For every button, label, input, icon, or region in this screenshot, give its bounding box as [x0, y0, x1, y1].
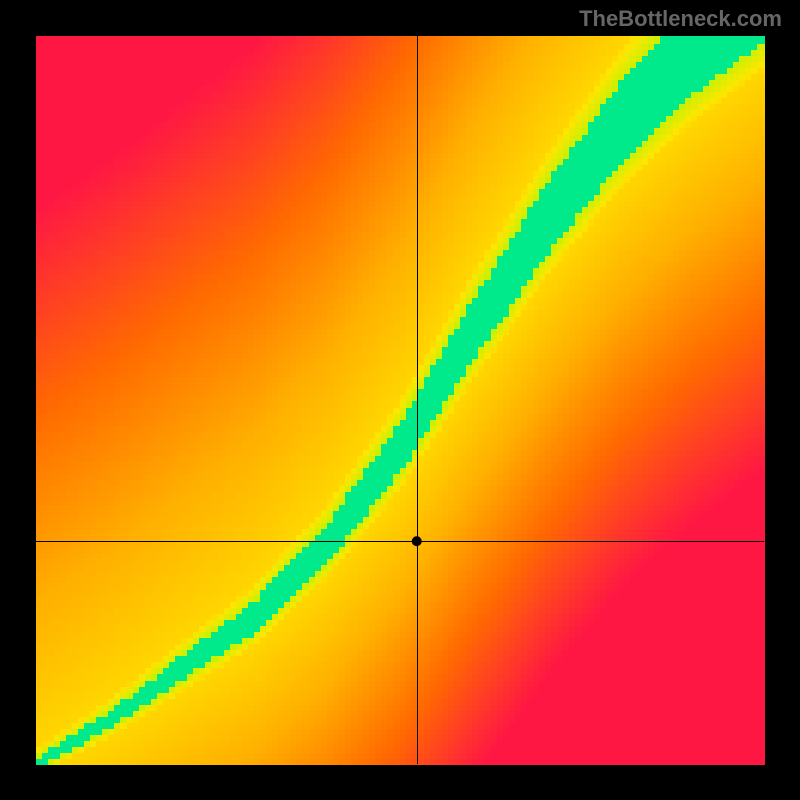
bottleneck-heatmap	[0, 0, 800, 800]
chart-container: { "watermark": { "text": "TheBottleneck.…	[0, 0, 800, 800]
watermark-text: TheBottleneck.com	[579, 6, 782, 32]
